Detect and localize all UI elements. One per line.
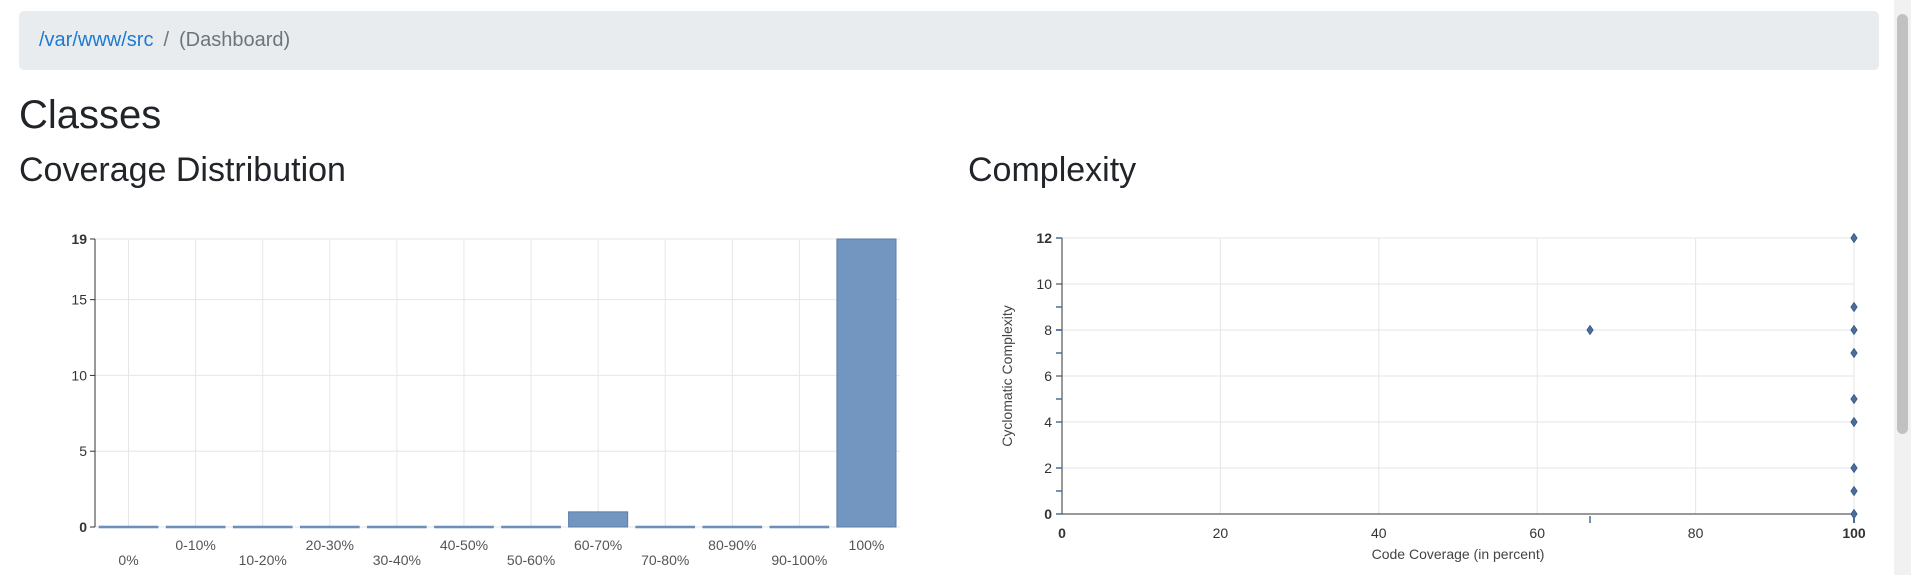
x-tick-label: 20 bbox=[1213, 525, 1229, 541]
data-point bbox=[1850, 232, 1858, 244]
bar-100% bbox=[836, 238, 897, 528]
y-tick-label: 0 bbox=[79, 519, 87, 535]
x-category-label: 90-100% bbox=[771, 552, 827, 568]
y-tick-label: 2 bbox=[1044, 460, 1052, 476]
complexity-scatter-chart: 0 20 40 60 80 100 0 2 4 6 8 10 12 Code Coverage (in p… bbox=[999, 230, 1866, 562]
y-tick-label: 19 bbox=[71, 231, 87, 247]
data-point bbox=[1850, 347, 1858, 359]
bar-0% bbox=[98, 525, 159, 529]
coverage-distribution-chart: 0 5 10 15 19 0% 0-10% 10-20% 20-30% 30-40% 40-50% 5… bbox=[71, 231, 900, 568]
x-category-label: 40-50% bbox=[440, 537, 488, 553]
bar-50-60% bbox=[501, 525, 561, 529]
x-category-label: 30-40% bbox=[373, 552, 421, 568]
scrollbar-thumb[interactable] bbox=[1897, 14, 1908, 434]
bar-40-50% bbox=[434, 525, 494, 529]
x-category-label: 50-60% bbox=[507, 552, 555, 568]
breadcrumb-separator: / bbox=[163, 29, 170, 51]
x-tick-label: 60 bbox=[1529, 525, 1545, 541]
y-tick-label: 8 bbox=[1044, 322, 1052, 338]
data-point bbox=[1586, 324, 1594, 336]
breadcrumb: /var/www/src / (Dashboard) bbox=[19, 11, 1879, 70]
breadcrumb-current: (Dashboard) bbox=[179, 29, 291, 51]
x-axis-label: Code Coverage (in percent) bbox=[1372, 546, 1545, 562]
complexity-title: Complexity bbox=[968, 151, 1137, 189]
data-point bbox=[1850, 324, 1858, 336]
x-category-label: 100% bbox=[849, 537, 885, 553]
bar-10-20% bbox=[232, 525, 293, 529]
bar-0-10% bbox=[165, 525, 226, 529]
page-title: Classes bbox=[19, 93, 162, 137]
x-category-label: 80-90% bbox=[708, 537, 756, 553]
bar-90-100% bbox=[769, 525, 830, 529]
x-category-label: 20-30% bbox=[306, 537, 354, 553]
bar-60-70% bbox=[568, 511, 629, 528]
x-tick-label: 40 bbox=[1371, 525, 1387, 541]
bar-70-80% bbox=[635, 525, 696, 529]
bar-20-30% bbox=[300, 525, 360, 529]
y-tick-label: 15 bbox=[71, 292, 87, 308]
y-tick-label: 5 bbox=[79, 443, 87, 459]
coverage-distribution-title: Coverage Distribution bbox=[19, 151, 346, 189]
breadcrumb-link-src[interactable]: /var/www/src bbox=[39, 29, 154, 51]
y-tick-label: 4 bbox=[1044, 414, 1052, 430]
x-tick-label: 0 bbox=[1058, 525, 1066, 541]
data-point bbox=[1850, 301, 1858, 313]
y-axis-label: Cyclomatic Complexity bbox=[999, 305, 1015, 447]
data-point bbox=[1850, 393, 1858, 405]
y-tick-label: 0 bbox=[1044, 506, 1052, 522]
x-category-label: 70-80% bbox=[641, 552, 689, 568]
y-tick-label: 12 bbox=[1036, 230, 1052, 246]
y-tick-label: 6 bbox=[1044, 368, 1052, 384]
bar-80-90% bbox=[702, 525, 763, 529]
data-point bbox=[1850, 416, 1858, 428]
x-category-label: 10-20% bbox=[239, 552, 287, 568]
y-tick-label: 10 bbox=[71, 367, 87, 383]
bar-30-40% bbox=[367, 525, 427, 529]
y-tick-label: 10 bbox=[1036, 276, 1052, 292]
scrollbar-track[interactable] bbox=[1894, 0, 1911, 575]
data-point bbox=[1850, 462, 1858, 474]
x-category-label: 60-70% bbox=[574, 537, 622, 553]
data-point bbox=[1850, 485, 1858, 497]
x-category-label: 0-10% bbox=[175, 537, 215, 553]
x-tick-label: 100 bbox=[1842, 525, 1866, 541]
x-category-label: 0% bbox=[118, 552, 138, 568]
x-tick-label: 80 bbox=[1688, 525, 1704, 541]
